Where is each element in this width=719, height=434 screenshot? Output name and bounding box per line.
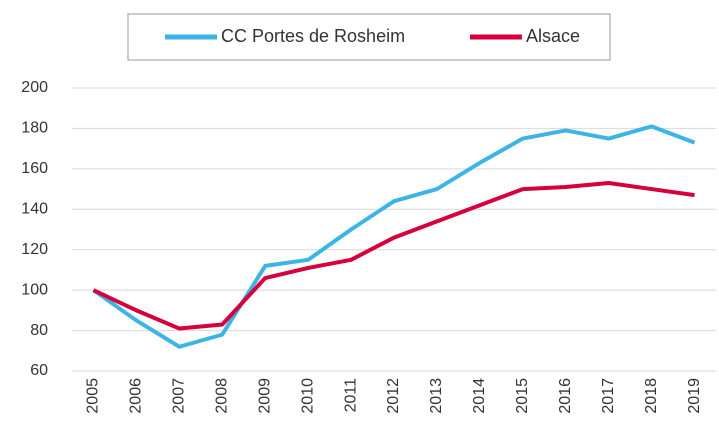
x-tick-label: 2010 <box>299 378 316 414</box>
x-tick-label: 2014 <box>471 378 488 414</box>
x-tick-label: 2005 <box>85 378 102 414</box>
y-tick-label: 120 <box>21 241 48 258</box>
series-line <box>92 124 696 349</box>
x-tick-label: 2007 <box>171 378 188 414</box>
y-tick-label: 80 <box>30 322 48 339</box>
x-tick-label: 2009 <box>256 378 273 414</box>
x-tick-label: 2013 <box>428 378 445 414</box>
legend-label: CC Portes de Rosheim <box>221 26 405 46</box>
y-tick-label: 100 <box>21 281 48 298</box>
y-tick-label: 200 <box>21 79 48 96</box>
y-tick-label: 60 <box>30 362 48 379</box>
x-tick-label: 2006 <box>128 378 145 414</box>
series-line <box>92 181 695 331</box>
x-tick-label: 2017 <box>600 378 617 414</box>
x-tick-label: 2012 <box>385 378 402 414</box>
x-tick-label: 2018 <box>643 378 660 414</box>
x-tick-label: 2016 <box>557 378 574 414</box>
y-tick-label: 160 <box>21 160 48 177</box>
y-tick-label: 140 <box>21 201 48 218</box>
x-tick-label: 2011 <box>342 378 359 413</box>
legend-label: Alsace <box>526 26 580 46</box>
y-tick-label: 180 <box>21 120 48 137</box>
x-tick-label: 2015 <box>514 378 531 414</box>
x-tick-label: 2008 <box>213 378 230 414</box>
x-tick-label: 2019 <box>686 378 703 414</box>
